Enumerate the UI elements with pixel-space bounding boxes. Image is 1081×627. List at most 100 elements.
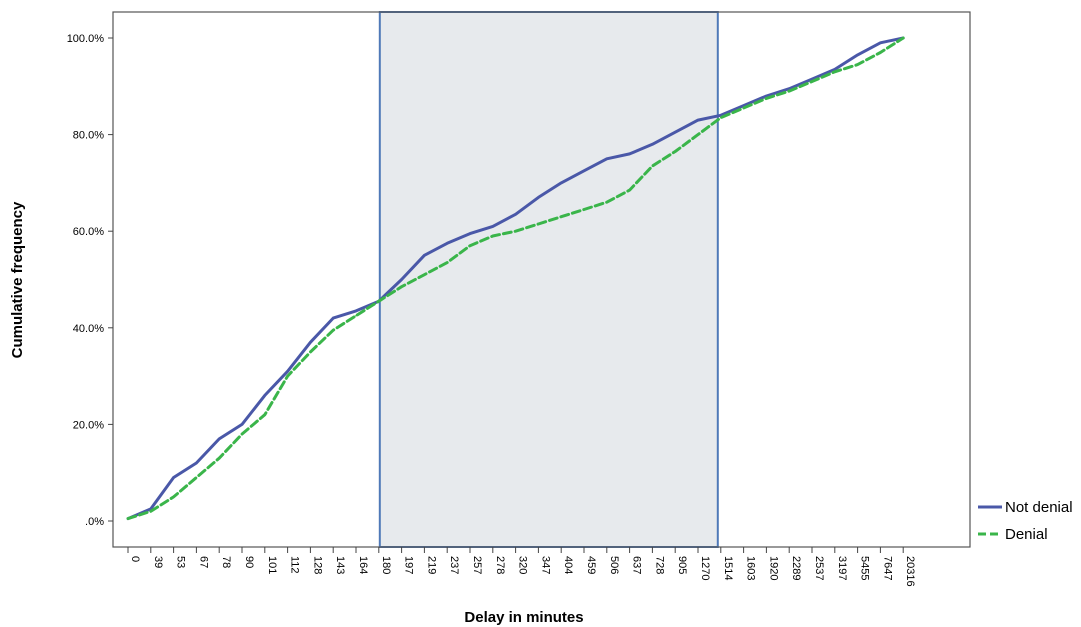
data-point: [651, 165, 654, 167]
x-tick-label: 20316: [904, 556, 916, 587]
x-tick-label: 143: [334, 556, 346, 574]
legend-label: Not denial: [1005, 499, 1073, 516]
data-point: [765, 95, 768, 97]
data-point: [606, 201, 608, 204]
data-point: [492, 225, 494, 228]
data-point: [218, 438, 220, 440]
x-tick-label: 237: [448, 556, 460, 574]
y-axis-label: Cumulative frequency: [9, 201, 26, 358]
y-tick-label: 100.0%: [67, 33, 105, 45]
data-point: [264, 394, 266, 397]
data-point: [332, 317, 335, 319]
data-point: [720, 116, 722, 119]
data-point: [628, 189, 631, 191]
x-tick-label: 197: [403, 556, 415, 574]
x-tick-label: 905: [676, 556, 688, 574]
data-point: [537, 196, 540, 199]
data-point: [378, 300, 380, 303]
data-point: [834, 71, 836, 73]
x-tick-label: 5455: [859, 556, 871, 580]
data-point: [514, 213, 517, 216]
data-point: [150, 510, 152, 513]
data-point: [560, 215, 562, 218]
x-tick-label: 0: [129, 556, 141, 562]
data-point: [788, 87, 790, 90]
legend-item: Not denial: [978, 499, 1073, 516]
data-point: [674, 150, 676, 153]
data-point: [446, 261, 449, 264]
data-point: [811, 80, 813, 83]
data-point: [628, 153, 631, 155]
data-point: [788, 90, 790, 92]
data-point: [742, 107, 745, 109]
legend-item: Denial: [978, 526, 1048, 543]
data-point: [720, 114, 722, 117]
data-point: [286, 370, 289, 373]
data-point: [514, 230, 517, 232]
data-point: [423, 273, 426, 276]
legend: Not denial Denial: [978, 499, 1073, 543]
data-point: [127, 517, 129, 520]
x-tick-label: 53: [175, 556, 187, 568]
data-point: [241, 433, 243, 435]
data-point: [583, 208, 585, 211]
x-tick-label: 1920: [767, 556, 779, 580]
x-tick-label: 90: [243, 556, 255, 568]
x-tick-label: 180: [380, 556, 392, 574]
data-point: [241, 423, 243, 426]
y-tick-label: 60.0%: [73, 226, 104, 238]
x-tick-label: 78: [220, 556, 232, 568]
data-point: [537, 223, 540, 225]
x-tick-label: 728: [653, 556, 665, 574]
data-point: [583, 170, 585, 172]
y-tick-label: 80.0%: [73, 130, 104, 142]
x-axis: 0 39 53 67 78 90 101 112 128 143 164 180 197 219 237 25…: [127, 547, 916, 587]
data-point: [355, 314, 357, 317]
y-tick-label: 40.0%: [73, 323, 104, 335]
data-point: [195, 476, 198, 479]
data-point: [879, 42, 882, 44]
data-point: [355, 310, 357, 312]
y-tick-label: 20.0%: [73, 419, 104, 431]
x-tick-label: 278: [494, 556, 506, 574]
highlight-band: [378, 11, 719, 548]
x-tick-label: 1603: [745, 556, 757, 580]
x-tick-label: 128: [311, 556, 323, 574]
x-tick-label: 39: [152, 556, 164, 568]
data-point: [879, 51, 882, 54]
legend-label: Denial: [1005, 526, 1048, 543]
x-tick-label: 404: [562, 556, 574, 574]
x-tick-label: 67: [197, 556, 209, 568]
data-point: [172, 476, 175, 479]
x-tick-label: 219: [425, 556, 437, 574]
data-point: [423, 254, 426, 257]
data-point: [765, 97, 768, 100]
data-point: [856, 63, 859, 66]
data-point: [469, 244, 471, 247]
x-tick-label: 320: [517, 556, 529, 574]
x-tick-label: 347: [539, 556, 551, 574]
x-tick-label: 2537: [813, 556, 825, 580]
x-tick-label: 112: [289, 556, 301, 574]
x-tick-label: 459: [585, 556, 597, 574]
data-point: [651, 143, 654, 146]
x-tick-label: 1514: [722, 556, 734, 580]
data-point: [264, 413, 266, 416]
data-point: [332, 329, 335, 332]
data-point: [195, 462, 198, 464]
data-point: [286, 375, 289, 377]
data-point: [697, 119, 699, 121]
x-tick-label: 164: [357, 556, 369, 574]
data-point: [902, 37, 904, 39]
plot-frame: [112, 11, 971, 548]
x-axis-label: Delay in minutes: [464, 609, 583, 626]
x-tick-label: 3197: [836, 556, 848, 580]
data-point: [742, 104, 745, 107]
y-axis: .0% 20.0% 40.0% 60.0% 80.0% 100.0%: [67, 33, 113, 528]
data-point: [560, 182, 562, 184]
data-point: [218, 457, 220, 460]
data-point: [309, 351, 312, 353]
data-point: [492, 235, 494, 237]
data-point: [834, 68, 836, 71]
data-point: [606, 157, 608, 160]
